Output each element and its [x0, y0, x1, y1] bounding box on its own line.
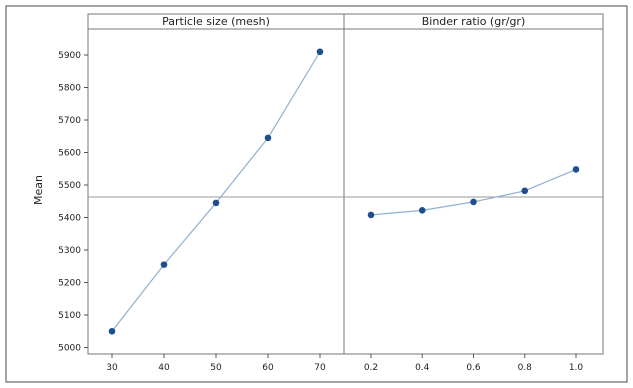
panel-1-x-tick-label-3: 60 — [262, 363, 274, 373]
y-tick-label-5: 5500 — [58, 181, 81, 191]
panel-2-area — [343, 13, 604, 355]
panel-1-point-1 — [160, 261, 168, 268]
panel-1-title: Particle size (mesh) — [162, 15, 270, 28]
panel-2-x-tick-label-0: 0.2 — [364, 363, 378, 373]
panel-2-point-2 — [470, 198, 477, 206]
panel-2-x-tick-label-2: 0.6 — [466, 363, 481, 373]
panel-1-x-tick-label-2: 50 — [210, 363, 222, 373]
panel-1-x-tick-label-1: 40 — [158, 363, 170, 373]
y-axis-title: Mean — [32, 175, 45, 205]
y-tick-label-3: 5300 — [58, 246, 81, 256]
panel-2-point-4 — [572, 166, 580, 173]
panel-1-point-2 — [212, 199, 220, 207]
panel-1-point-3 — [264, 134, 272, 142]
panel-1-area — [87, 13, 345, 355]
panel-2-title: Binder ratio (gr/gr) — [422, 15, 526, 28]
y-tick-label-8: 5800 — [58, 84, 81, 94]
y-tick-label-9: 5900 — [58, 51, 81, 61]
panel-2-point-3 — [521, 187, 529, 195]
panel-2-point-0 — [367, 211, 375, 219]
chart-marks: 5000 5100 5200 5300 5400 5500 5600 5700 5800 5900… — [58, 48, 603, 373]
panel-1-point-4 — [316, 48, 324, 56]
y-tick-label-0: 5000 — [58, 344, 81, 354]
panel-1-x-tick-label-0: 30 — [106, 363, 118, 373]
panel-2-x-tick-label-4: 1.0 — [569, 363, 584, 373]
y-tick-label-1: 5100 — [58, 311, 81, 321]
panel-2-x-tick-label-1: 0.4 — [415, 363, 430, 373]
panel-2-strip — [343, 13, 604, 30]
y-tick-label-4: 5400 — [58, 214, 81, 224]
panel-2-x-tick-label-3: 0.8 — [518, 363, 533, 373]
panel-1-x-tick-label-4: 70 — [314, 363, 326, 373]
y-tick-label-7: 5700 — [58, 116, 81, 126]
panel-2-point-1 — [418, 207, 426, 214]
y-tick-label-6: 5600 — [58, 149, 81, 159]
panel-1-point-0 — [108, 327, 116, 335]
y-tick-label-2: 5200 — [58, 279, 81, 289]
